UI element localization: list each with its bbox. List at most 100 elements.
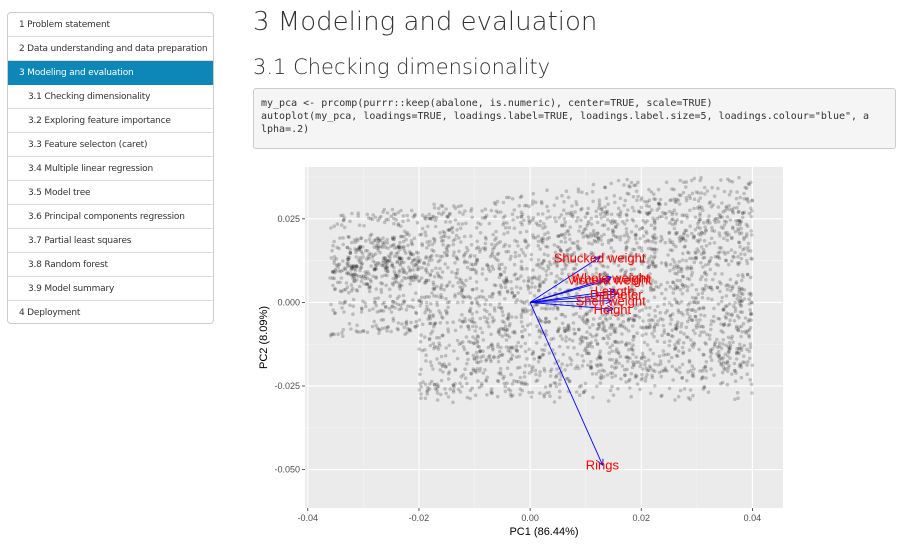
x-tick-label: -0.02 [409,513,430,523]
scatter-point [507,335,512,339]
toc-item[interactable]: 2 Data understanding and data preparatio… [8,37,213,61]
scatter-point [638,274,643,278]
scatter-point [614,340,618,345]
scatter-point [436,259,440,264]
scatter-point [656,363,660,367]
scatter-point [736,219,740,223]
scatter-point [746,329,750,333]
scatter-point [601,296,606,301]
scatter-point [721,308,725,312]
scatter-point [332,255,337,259]
scatter-point [492,201,497,205]
scatter-point [622,273,627,278]
scatter-point [491,232,495,237]
scatter-point [379,290,384,295]
scatter-point [618,324,622,328]
scatter-point [361,255,365,259]
scatter-point [546,230,550,235]
scatter-point [706,218,711,222]
scatter-point [393,276,398,281]
scatter-point [596,276,601,280]
scatter-point [497,353,502,358]
scatter-point [351,312,355,316]
scatter-point [737,325,741,330]
scatter-point [700,324,704,329]
scatter-point [462,252,467,257]
scatter-point [412,264,416,268]
scatter-point [556,234,560,238]
scatter-point [380,245,385,249]
scatter-point [411,253,415,257]
scatter-point [530,367,534,371]
scatter-point [611,258,615,263]
scatter-point [650,375,655,380]
scatter-point [602,329,607,333]
scatter-point [363,270,367,274]
scatter-point [428,272,433,276]
scatter-point [341,218,346,222]
scatter-point [419,301,424,305]
toc-item[interactable]: 4 Deployment [19,308,81,318]
scatter-point [461,281,465,286]
scatter-point [622,325,627,329]
scatter-point [554,256,559,260]
scatter-point [527,363,532,368]
scatter-point [462,260,467,265]
scatter-point [587,297,592,301]
scatter-point [352,279,356,284]
scatter-point [518,387,523,391]
scatter-point [432,202,436,207]
toc-item[interactable]: 3.8 Random forest [8,253,213,277]
scatter-point [689,267,694,271]
scatter-point [332,287,337,292]
scatter-point [704,278,708,282]
scatter-point [431,341,436,346]
scatter-point [408,282,412,286]
scatter-point [557,277,562,281]
scatter-point [555,196,559,200]
scatter-point [725,304,729,308]
scatter-point [715,337,719,342]
scatter-point [504,276,509,280]
scatter-point [712,344,717,348]
toc-item[interactable]: 3.1 Checking dimensionality [8,85,213,109]
scatter-point [585,318,590,322]
scatter-point [543,320,548,325]
scatter-point [392,265,396,270]
scatter-point [372,300,377,304]
scatter-point [648,364,652,369]
scatter-point [503,324,508,328]
toc-item[interactable]: 3.9 Model summary [8,277,213,301]
scatter-point [534,379,538,383]
scatter-point [531,349,536,354]
scatter-point [485,393,489,397]
scatter-point [414,291,418,295]
scatter-point [460,288,465,292]
scatter-point [683,228,687,233]
toc-item[interactable]: 3 Modeling and evaluation [8,61,213,85]
scatter-point [516,291,520,295]
toc-item[interactable]: 3.2 Exploring feature importance [8,109,213,133]
toc-item[interactable]: 3.5 Model tree [8,181,213,205]
scatter-point [644,229,648,234]
scatter-point [688,196,692,200]
scatter-point [338,301,342,305]
scatter-point [738,298,743,303]
toc-item[interactable]: 3.6 Principal components regression [8,205,213,229]
scatter-point [574,311,579,316]
scatter-point [694,257,698,261]
scatter-point [640,226,645,230]
scatter-point [716,302,721,306]
scatter-point [428,239,432,244]
scatter-point [623,198,628,203]
scatter-point [668,221,672,225]
scatter-point [510,315,514,319]
toc-item[interactable]: 3.7 Partial least squares [8,229,213,253]
scatter-point [695,225,700,229]
scatter-point [474,324,478,329]
toc-item[interactable]: 3.4 Multiple linear regression [8,157,213,181]
toc-item[interactable]: 3.3 Feature selecton (caret) [8,133,213,157]
scatter-point [631,338,635,342]
scatter-point [402,299,407,304]
toc-item[interactable]: 1 Problem statement [8,13,213,37]
